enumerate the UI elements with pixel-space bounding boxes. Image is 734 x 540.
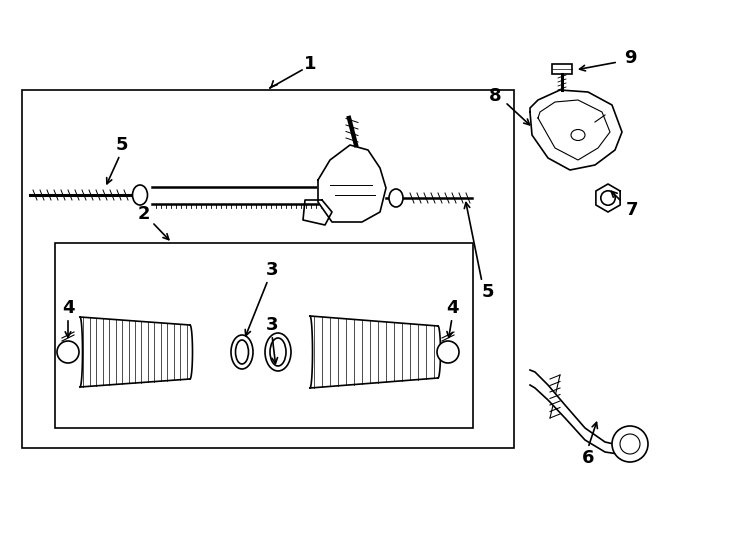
Circle shape: [57, 341, 79, 363]
Bar: [552, 64, 572, 74]
Polygon shape: [530, 90, 622, 170]
Ellipse shape: [133, 185, 148, 205]
Polygon shape: [596, 184, 620, 212]
Text: 3: 3: [266, 261, 278, 279]
Bar: [152, 186, 370, 204]
Text: 4: 4: [62, 299, 74, 317]
Ellipse shape: [231, 335, 253, 369]
Circle shape: [437, 341, 459, 363]
Ellipse shape: [389, 189, 403, 207]
Text: 2: 2: [138, 205, 150, 223]
Text: 5: 5: [482, 283, 494, 301]
Polygon shape: [318, 145, 386, 222]
Text: 7: 7: [626, 201, 639, 219]
Text: 9: 9: [624, 49, 636, 67]
Text: 5: 5: [116, 136, 128, 154]
Text: 8: 8: [489, 87, 501, 105]
Text: 6: 6: [582, 449, 595, 467]
Circle shape: [612, 426, 648, 462]
Text: 3: 3: [266, 316, 278, 334]
Text: 1: 1: [304, 55, 316, 73]
Bar: [55, 243, 473, 428]
Ellipse shape: [265, 333, 291, 371]
Text: 4: 4: [446, 299, 458, 317]
Bar: [22, 90, 514, 448]
